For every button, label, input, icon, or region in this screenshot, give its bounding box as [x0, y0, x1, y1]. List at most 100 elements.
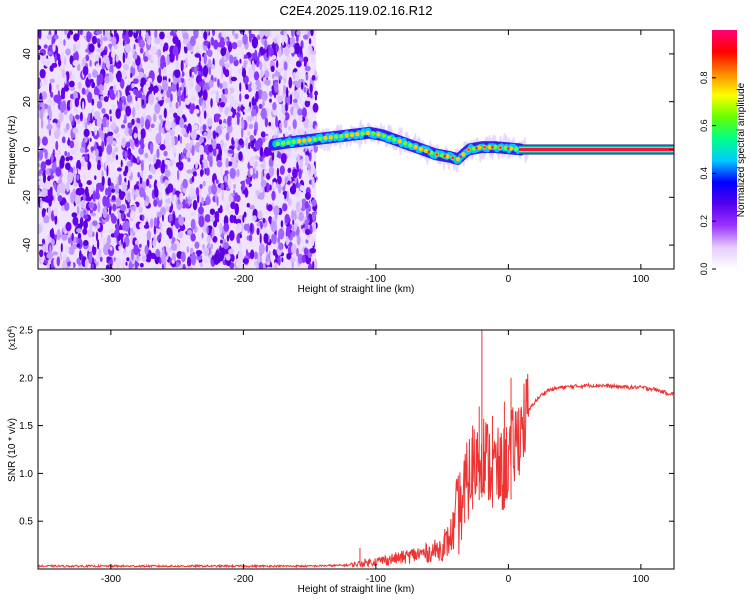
noise-speckle [120, 78, 125, 89]
noise-speckle [104, 135, 107, 147]
noise-speckle [79, 30, 83, 36]
noise-speckle [62, 64, 66, 69]
noise-speckle [38, 30, 42, 40]
noise-speckle [101, 176, 105, 187]
noise-speckle [251, 36, 259, 49]
noise-speckle [213, 253, 220, 266]
noise-speckle [249, 167, 254, 176]
noise-speckle [133, 244, 139, 256]
noise-speckle [222, 66, 226, 75]
noise-speckle [59, 39, 63, 46]
noise-speckle [93, 243, 97, 248]
noise-speckle [41, 187, 48, 197]
noise-speckle [123, 30, 127, 37]
noise-speckle [253, 71, 260, 81]
noise-speckle [147, 155, 153, 161]
noise-speckle [133, 184, 140, 192]
noise-speckle [161, 213, 165, 222]
noise-speckle [54, 214, 58, 225]
noise-speckle [191, 144, 195, 157]
noise-speckle [265, 244, 269, 253]
noise-speckle [259, 30, 265, 39]
noise-speckle [57, 195, 63, 202]
noise-speckle [96, 100, 103, 109]
noise-speckle [177, 134, 180, 142]
track-blob-core [365, 130, 371, 136]
noise-speckle [196, 193, 200, 204]
noise-speckle [216, 160, 223, 168]
colorbar-label: Normalized spectral amplitude [736, 82, 747, 217]
noise-speckle [189, 68, 192, 78]
noise-speckle [224, 170, 229, 175]
noise-speckle [146, 178, 150, 187]
noise-speckle [220, 46, 227, 57]
noise-speckle [202, 89, 208, 101]
noise-speckle [223, 242, 230, 250]
noise-speckle [270, 220, 277, 233]
track-blob-core [312, 137, 318, 142]
noise-speckle [78, 249, 82, 261]
noise-speckle [149, 218, 154, 228]
noise-speckle [276, 175, 282, 185]
noise-speckle [172, 45, 179, 56]
noise-speckle [230, 201, 237, 210]
noise-speckle [157, 228, 164, 233]
noise-speckle [257, 210, 263, 220]
noise-speckle [169, 31, 175, 36]
noise-speckle [137, 132, 141, 141]
noise-speckle [285, 235, 289, 246]
track-blob-core [487, 144, 493, 150]
noise-speckle [301, 107, 307, 119]
noise-speckle [102, 36, 108, 42]
noise-speckle [171, 259, 175, 264]
noise-speckle [106, 165, 109, 177]
noise-speckle [39, 243, 45, 249]
noise-speckle [84, 259, 88, 269]
noise-speckle [298, 116, 303, 122]
noise-speckle [85, 54, 90, 62]
noise-speckle [254, 155, 261, 160]
noise-speckle [51, 238, 55, 246]
noise-speckle [153, 217, 158, 227]
noise-speckle [286, 55, 291, 63]
noise-speckle [257, 194, 264, 200]
noise-speckle [92, 70, 99, 78]
noise-speckle [107, 131, 114, 136]
noise-speckle [309, 83, 313, 95]
noise-speckle [90, 131, 93, 139]
heatmap-x-axis: -300 -200 -100 0 100 [101, 30, 650, 285]
noise-speckle [274, 261, 278, 269]
noise-speckle [87, 73, 92, 80]
noise-speckle [285, 102, 288, 112]
noise-speckle [151, 55, 154, 62]
noise-speckle [186, 246, 190, 253]
snr-series-line [38, 330, 674, 569]
noise-speckle [207, 242, 211, 249]
noise-speckle [43, 76, 48, 87]
snr-x-axis: -300 -200 -100 0 100 [101, 330, 650, 585]
signal-track [268, 119, 674, 173]
noise-speckle [63, 39, 66, 46]
noise-speckle [277, 254, 281, 266]
noise-speckle [44, 259, 48, 265]
noise-speckle [299, 185, 305, 192]
noise-speckle [186, 266, 193, 269]
noise-speckle [228, 248, 235, 255]
noise-speckle [102, 206, 108, 219]
noise-speckle [281, 113, 286, 121]
colorbar-tick-label: 0.4 [699, 167, 709, 180]
noise-speckle [159, 31, 165, 40]
noise-speckle [120, 191, 126, 197]
noise-speckle [241, 126, 244, 139]
noise-speckle [53, 34, 59, 40]
noise-speckle [134, 239, 140, 246]
noise-speckle [307, 47, 311, 58]
noise-speckle [87, 228, 93, 238]
noise-speckle [243, 211, 247, 218]
noise-speckle [228, 177, 232, 189]
noise-speckle [127, 56, 131, 65]
noise-speckle [124, 43, 131, 54]
noise-speckle [76, 205, 80, 216]
track-blob-core [397, 139, 402, 144]
noise-speckle [266, 52, 269, 58]
